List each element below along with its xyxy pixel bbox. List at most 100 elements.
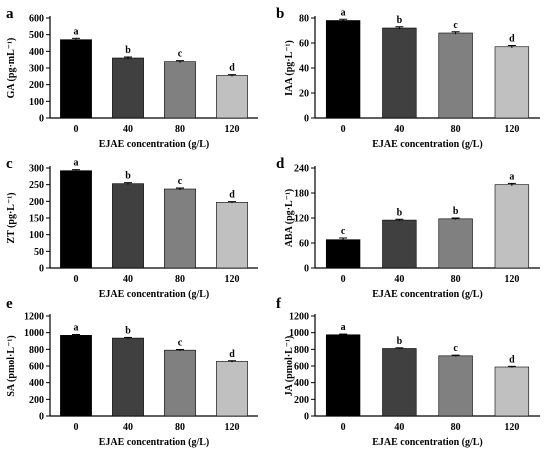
y-tick-label: 60 bbox=[299, 39, 309, 50]
bar-40 bbox=[382, 219, 417, 269]
significance-label: a bbox=[509, 171, 514, 182]
y-tick-label: 200 bbox=[294, 395, 309, 406]
bar-40 bbox=[112, 57, 144, 119]
panel-e: e 0 200 400 600 800 1000 1200 SA (pmol·L⁻¹) a 0 b 40… bbox=[6, 296, 258, 448]
panel-label-f: f bbox=[276, 296, 282, 312]
panel-d: d 0 60 120 180 240 ABA (pg·L⁻¹) c 0 b 40 b 80 a 120 EJA… bbox=[276, 156, 540, 300]
x-tick-label: 0 bbox=[74, 422, 79, 433]
x-tick-label: 120 bbox=[225, 274, 240, 285]
y-tick-label: 600 bbox=[294, 362, 309, 373]
significance-label: a bbox=[74, 26, 79, 37]
y-axis-label: ZT (pg·L⁻¹) bbox=[6, 192, 17, 243]
y-tick-label: 500 bbox=[29, 30, 44, 41]
x-tick-label: 0 bbox=[341, 274, 346, 285]
y-tick-label: 250 bbox=[29, 180, 44, 191]
x-axis-label: EJAE concentration (g/L) bbox=[99, 437, 210, 448]
x-tick-label: 0 bbox=[341, 422, 346, 433]
x-tick-label: 0 bbox=[341, 124, 346, 135]
x-tick-label: 120 bbox=[504, 422, 519, 433]
bar-80 bbox=[438, 32, 473, 119]
y-tick-label: 120 bbox=[294, 214, 309, 225]
y-tick-label: 0 bbox=[39, 412, 44, 423]
y-tick-label: 180 bbox=[294, 189, 309, 200]
significance-label: a bbox=[74, 323, 79, 334]
x-tick-label: 40 bbox=[123, 422, 133, 433]
x-tick-label: 80 bbox=[451, 124, 461, 135]
significance-label: b bbox=[397, 207, 403, 218]
x-tick-label: 80 bbox=[451, 422, 461, 433]
bar-40 bbox=[382, 27, 417, 119]
x-tick-label: 80 bbox=[175, 422, 185, 433]
panel-label-c: c bbox=[6, 156, 13, 172]
significance-label: a bbox=[341, 322, 346, 333]
significance-label: d bbox=[509, 354, 515, 365]
bar-80 bbox=[438, 218, 473, 269]
significance-label: a bbox=[341, 7, 346, 18]
bar-40 bbox=[112, 337, 144, 417]
y-axis-label: ABA (pg·L⁻¹) bbox=[284, 189, 295, 248]
bar-80 bbox=[164, 188, 196, 269]
y-tick-label: 80 bbox=[299, 14, 309, 25]
y-tick-label: 40 bbox=[299, 64, 309, 75]
y-axis-label: GA (pg·mL⁻¹) bbox=[6, 38, 17, 99]
x-tick-label: 40 bbox=[394, 422, 404, 433]
y-tick-label: 20 bbox=[299, 89, 309, 100]
y-axis-label: SA (pmol·L⁻¹) bbox=[6, 335, 17, 396]
significance-label: d bbox=[229, 190, 235, 201]
y-tick-label: 0 bbox=[304, 114, 309, 125]
y-tick-label: 0 bbox=[304, 264, 309, 275]
bar-0 bbox=[325, 239, 361, 269]
significance-label: b bbox=[453, 206, 459, 217]
y-tick-label: 400 bbox=[294, 378, 309, 389]
y-tick-label: 300 bbox=[29, 64, 44, 75]
y-axis-label: JA (pmol·L⁻¹) bbox=[284, 336, 295, 397]
y-tick-label: 200 bbox=[29, 197, 44, 208]
bar-120 bbox=[494, 366, 530, 417]
y-tick-label: 0 bbox=[304, 412, 309, 423]
x-tick-label: 120 bbox=[504, 274, 519, 285]
y-axis-label: IAA (pg·L⁻¹) bbox=[284, 40, 295, 96]
x-tick-label: 40 bbox=[394, 274, 404, 285]
y-tick-label: 800 bbox=[29, 345, 44, 356]
panel-label-a: a bbox=[6, 6, 14, 22]
bar-120 bbox=[216, 202, 248, 269]
panel-label-e: e bbox=[6, 296, 13, 312]
y-tick-label: 100 bbox=[29, 230, 44, 241]
significance-label: b bbox=[125, 171, 131, 182]
x-tick-label: 120 bbox=[225, 422, 240, 433]
bar-0 bbox=[60, 335, 92, 417]
y-tick-label: 0 bbox=[39, 264, 44, 275]
x-tick-label: 0 bbox=[74, 124, 79, 135]
y-tick-label: 1200 bbox=[289, 312, 309, 323]
y-tick-label: 0 bbox=[39, 114, 44, 125]
significance-label: b bbox=[397, 15, 403, 26]
y-tick-label: 50 bbox=[34, 247, 44, 258]
significance-label: d bbox=[509, 34, 515, 45]
x-axis-label: EJAE concentration (g/L) bbox=[372, 139, 483, 150]
bar-80 bbox=[164, 349, 196, 417]
significance-label: c bbox=[178, 49, 183, 60]
x-tick-label: 120 bbox=[504, 124, 519, 135]
y-tick-label: 800 bbox=[294, 345, 309, 356]
significance-label: b bbox=[125, 45, 131, 56]
y-tick-label: 200 bbox=[29, 80, 44, 91]
y-tick-label: 1000 bbox=[289, 328, 309, 339]
bar-120 bbox=[494, 184, 530, 269]
y-tick-label: 300 bbox=[29, 164, 44, 175]
x-axis-label: EJAE concentration (g/L) bbox=[372, 437, 483, 448]
panel-label-d: d bbox=[276, 156, 285, 172]
panel-a: a 0 100 200 300 400 500 600 GA (pg·mL⁻¹) a 0 b 40 c 80… bbox=[6, 6, 258, 150]
bar-0 bbox=[325, 334, 361, 417]
significance-label: c bbox=[178, 176, 183, 187]
y-tick-label: 240 bbox=[294, 164, 309, 175]
significance-label: b bbox=[397, 336, 403, 347]
significance-label: c bbox=[453, 20, 458, 31]
y-tick-label: 400 bbox=[29, 378, 44, 389]
x-tick-label: 120 bbox=[225, 124, 240, 135]
significance-label: b bbox=[125, 325, 131, 336]
bar-0 bbox=[325, 20, 361, 119]
y-tick-label: 1000 bbox=[24, 328, 44, 339]
y-tick-label: 600 bbox=[29, 14, 44, 25]
significance-label: a bbox=[74, 158, 79, 169]
